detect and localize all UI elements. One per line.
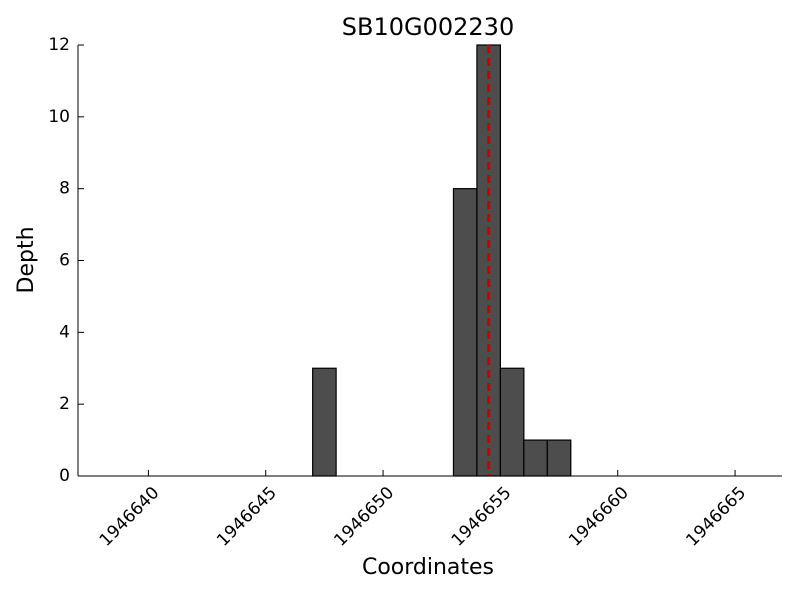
bar: [452, 188, 478, 477]
x-tick-label: 1946665: [682, 483, 750, 551]
x-axis-label: Coordinates: [362, 555, 494, 580]
x-tick-label: 1946645: [213, 483, 281, 551]
x-tick-label: 1946655: [448, 483, 516, 551]
x-tick-label: 1946650: [330, 483, 398, 551]
y-tick-label: 10: [48, 107, 70, 127]
bar: [499, 367, 525, 477]
y-axis-label: Depth: [14, 226, 39, 293]
bar: [546, 439, 572, 477]
x-tick-label: 1946660: [565, 483, 633, 551]
y-tick-label: 6: [59, 251, 70, 271]
bar: [312, 367, 337, 477]
y-tick-label: 12: [48, 35, 70, 55]
y-tick-label: 8: [59, 179, 70, 199]
y-tick-label: 4: [59, 322, 70, 342]
x-tick-label: 1946640: [96, 483, 164, 551]
bar: [523, 439, 548, 477]
y-tick-label: 0: [59, 466, 70, 486]
y-tick-label: 2: [59, 394, 70, 414]
chart-title: SB10G002230: [342, 13, 514, 41]
